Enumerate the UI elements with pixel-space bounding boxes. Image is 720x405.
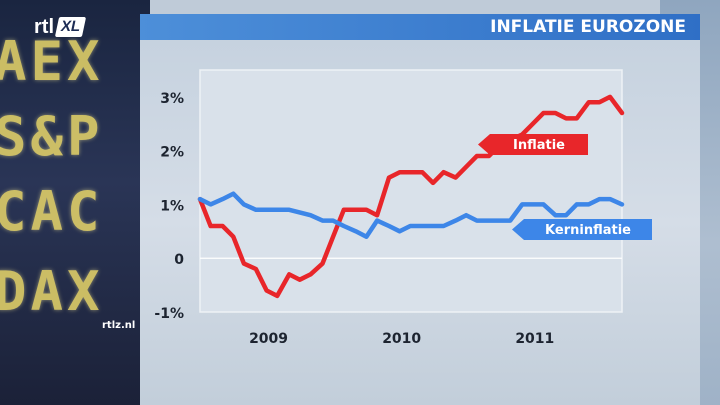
series-label: Inflatie bbox=[513, 138, 565, 153]
x-tick-label: 2010 bbox=[382, 331, 421, 347]
plot-area bbox=[199, 69, 623, 313]
series-line-kerninflatie bbox=[197, 191, 625, 239]
y-tick-label: 3% bbox=[160, 91, 184, 107]
logo-main-text: rtl bbox=[34, 15, 54, 38]
channel-logo: rtl XL bbox=[34, 14, 87, 40]
ticker-text: DAX bbox=[0, 260, 104, 323]
y-tick-label: 0 bbox=[174, 252, 184, 268]
ticker-text: S&P bbox=[0, 105, 104, 168]
chart-title: INFLATIE EUROZONE bbox=[490, 17, 686, 37]
series-label: Kerninflatie bbox=[545, 223, 631, 238]
x-tick-label: 2009 bbox=[249, 331, 288, 347]
background-ticker-board: AEX S&P CAC DAX bbox=[0, 0, 150, 405]
title-bar: INFLATIE EUROZONE bbox=[140, 14, 700, 40]
site-watermark: rtlz.nl bbox=[102, 320, 136, 331]
y-tick-label: 2% bbox=[160, 145, 184, 161]
series-line-inflatie bbox=[197, 94, 625, 299]
ticker-text: AEX bbox=[0, 30, 104, 93]
x-tick-label: 2011 bbox=[515, 331, 554, 347]
y-tick-label: -1% bbox=[154, 306, 184, 322]
y-tick-label: 1% bbox=[160, 198, 184, 214]
series-label-tag bbox=[478, 134, 588, 155]
ticker-text: CAC bbox=[0, 180, 104, 243]
series-label-tag bbox=[512, 219, 652, 240]
